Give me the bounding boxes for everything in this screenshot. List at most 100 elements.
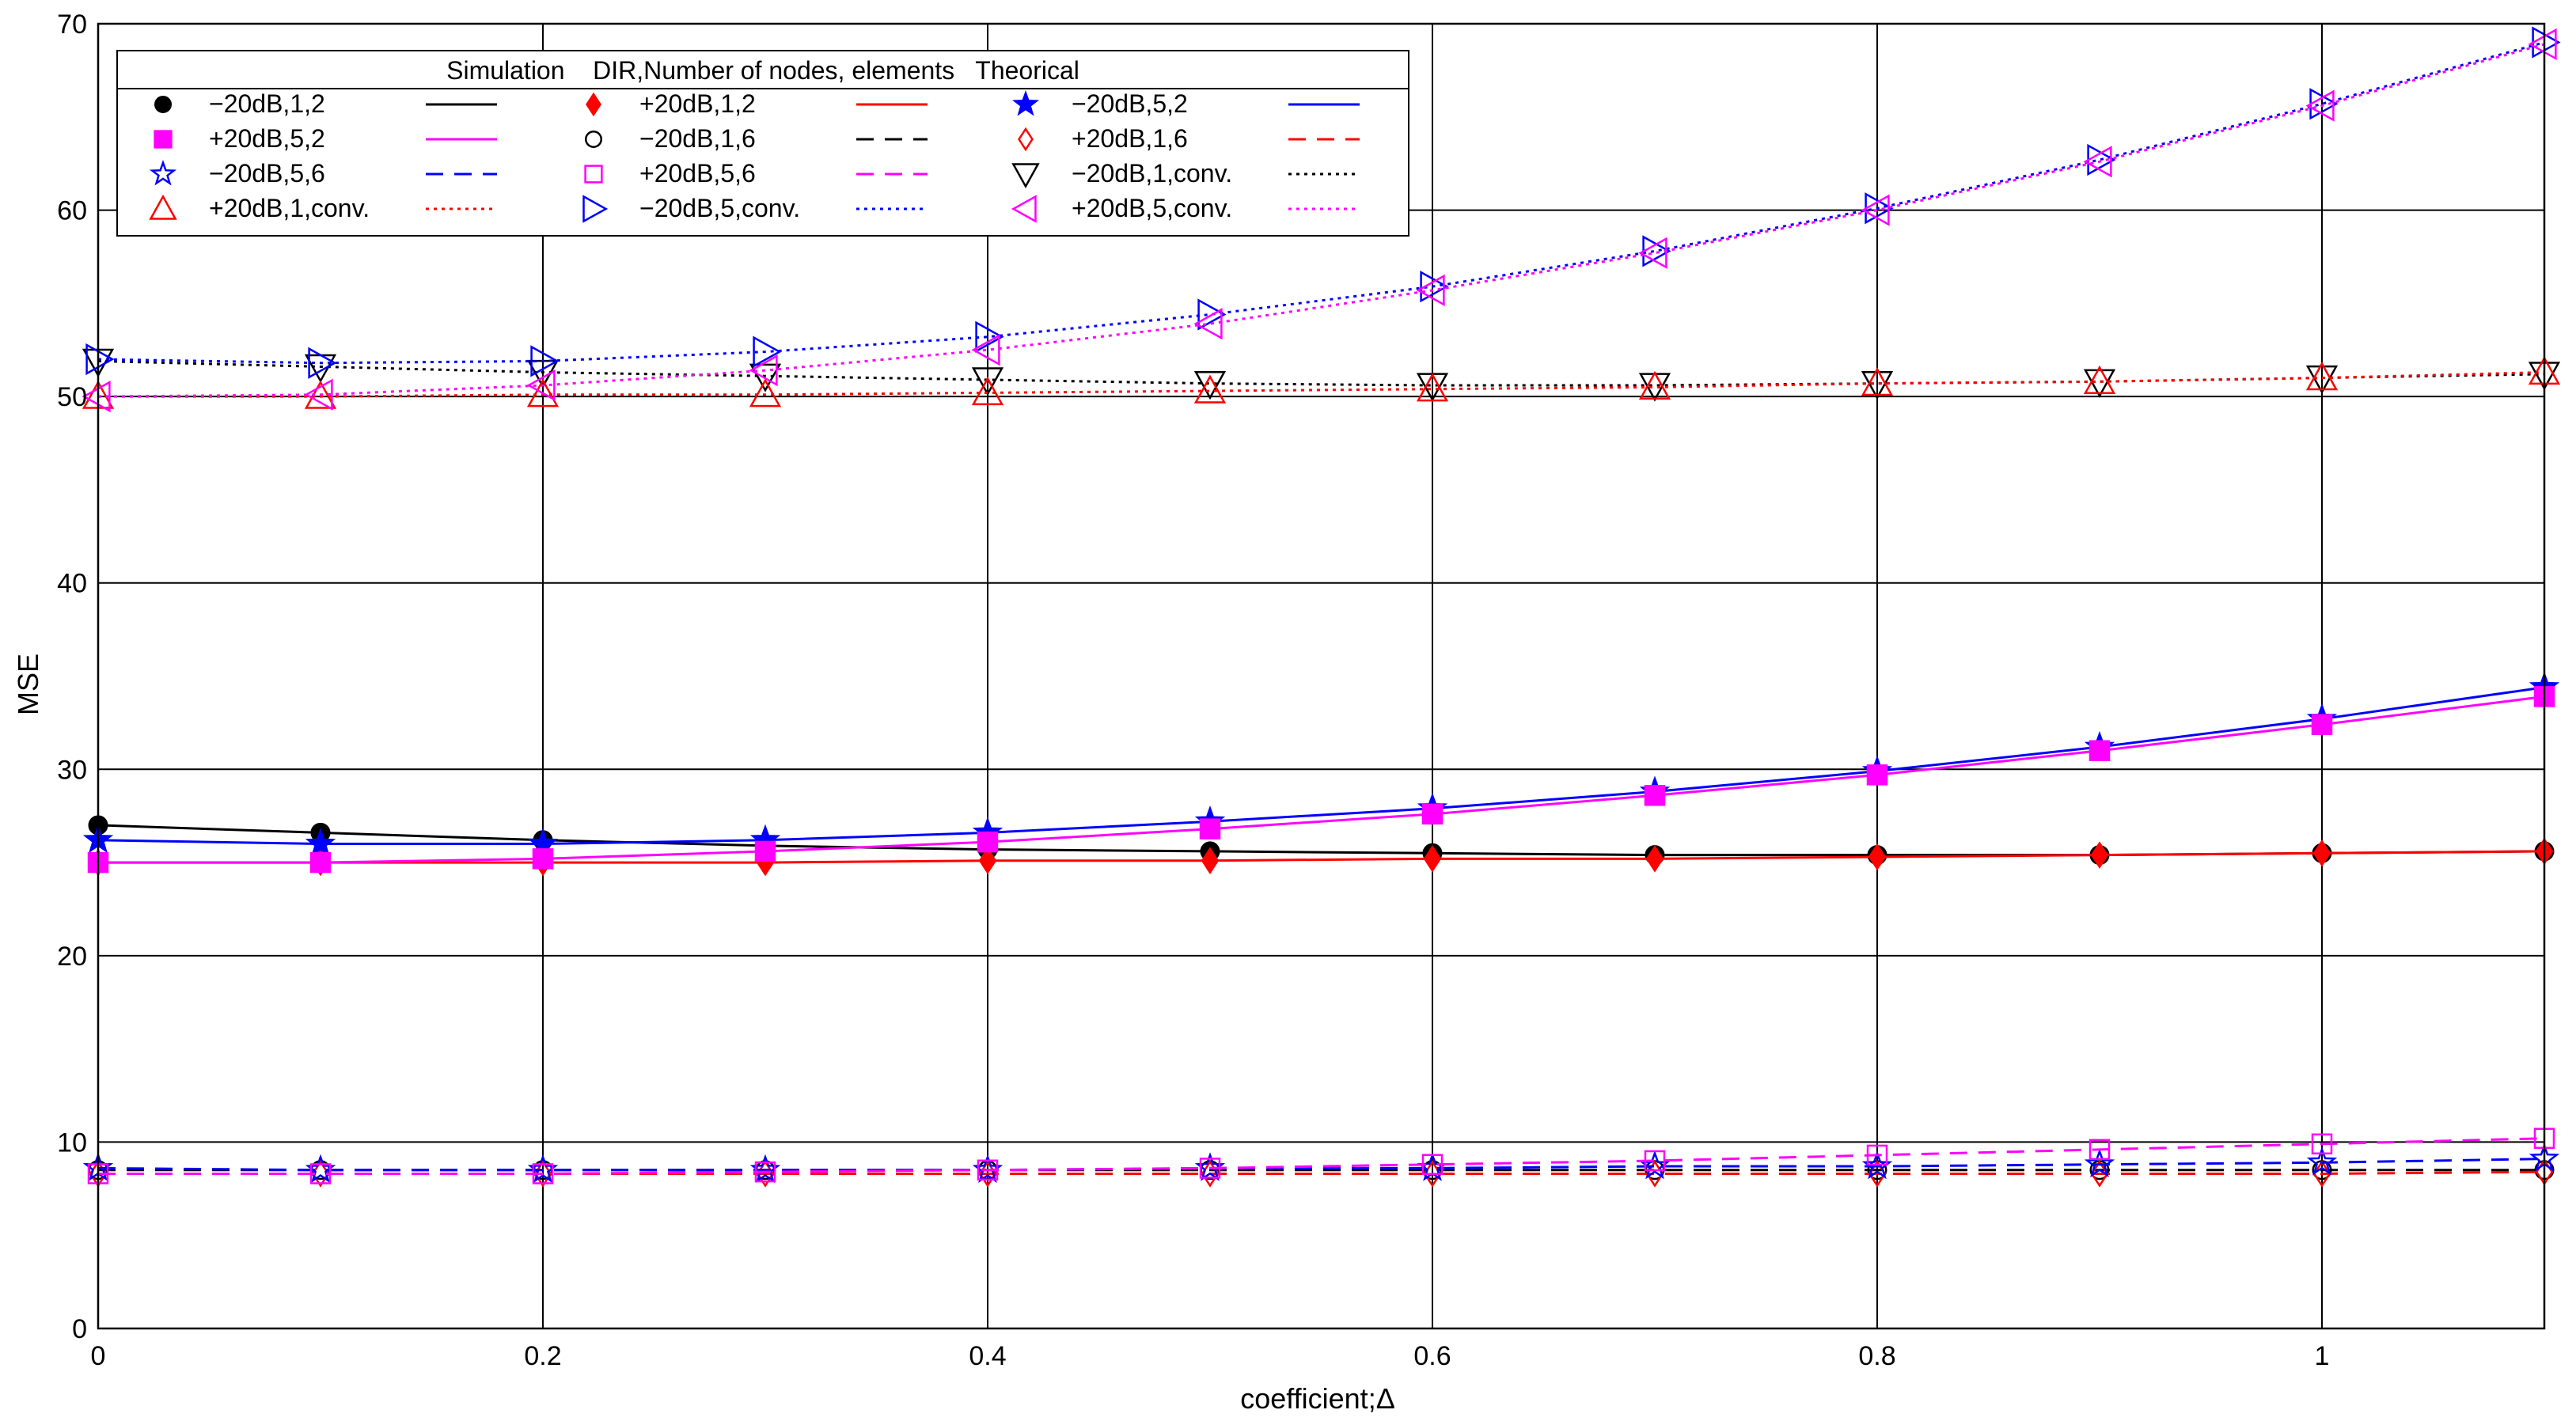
series-12-sim-point [1416,274,1445,306]
x-axis-label: coefficient;Δ [1240,1382,1395,1415]
series-11-sim-point [1197,298,1227,331]
series-11-sim-point [85,343,115,376]
x-tick-label: 0 [91,1341,106,1371]
series-10-sim-point [526,378,560,407]
series-2-sim-point [1645,845,1664,873]
legend-item: −20dB,5,2 [1011,89,1360,118]
x-tick-label: 0.6 [1413,1341,1451,1371]
series-10-sim-point [749,378,782,407]
y-tick-label: 60 [57,196,87,226]
series-4-sim-point [977,831,999,853]
series-10-sim-point [2083,365,2116,394]
series-8-sim-point [2088,1139,2111,1161]
plot-frame [97,22,2546,1330]
series-2-sim-point [1868,843,1887,871]
legend-marker [1011,163,1040,189]
series-12-sim-point [526,369,556,402]
series-4-sim-point [1421,803,1444,825]
series-12-sim-point [1638,237,1667,269]
series-8-sim-point [977,1159,999,1181]
legend-item: −20dB,5,conv. [582,194,928,223]
series-12-sim-point [971,334,1000,366]
x-tick-label: 0.2 [524,1341,561,1371]
legend-item: +20dB,1,6 [1018,124,1360,153]
series-4 [87,686,2555,874]
legend-item: +20dB,5,2 [154,124,497,153]
legend-item: +20dB,5,conv. [1011,194,1360,223]
series-8-sim-point [1199,1158,1221,1179]
series-8-sim-point [1644,1150,1666,1172]
y-tick-label: 50 [57,382,87,412]
legend-item: −20dB,5,6 [149,159,497,188]
y-tick-label: 70 [57,9,87,40]
legend-label: +20dB,1,conv. [209,194,370,222]
legend-box [116,50,1409,237]
series-12-theory-line [97,43,2545,398]
series-9-sim-point [2083,369,2116,398]
series-12-sim-point [1861,194,1890,226]
legend-item: −20dB,1,6 [585,124,928,153]
legend: Simulation DIR,Number of nodes, elements… [116,50,1409,237]
legend-label: +20dB,1,2 [639,89,756,118]
y-tick-label: 0 [72,1314,87,1344]
series-3-sim-point [305,828,336,857]
legend-label: −20dB,5,6 [209,159,325,188]
series-12-sim-point [82,381,111,413]
series-10-sim-point [2305,362,2339,391]
y-tick-label: 20 [57,942,87,972]
series-6-sim-point [2312,1160,2331,1188]
y-tick-label: 10 [57,1127,87,1158]
legend-marker [154,130,173,149]
series-10 [82,355,2561,409]
series-6-sim-point [311,1160,330,1188]
legend-label: −20dB,5,conv. [639,194,800,222]
series-2-sim-point [2312,839,2331,867]
legend-item: −20dB,1,2 [154,89,497,118]
legend-label: +20dB,5,6 [639,159,756,188]
legend-marker [149,194,177,220]
legend-label: −20dB,5,2 [1072,89,1188,118]
series-12-sim-point [2528,28,2557,61]
x-tick-label: 1 [2315,1341,2330,1371]
series-8-sim-point [532,1163,554,1184]
series-10-sim-point [1193,374,1227,404]
series-2-sim-point [1423,845,1442,873]
legend-label: −20dB,1,6 [639,124,756,153]
series-9-sim-point [971,367,1004,396]
series-4-sim-point [309,851,332,874]
series-2-theory-line [98,850,2545,864]
series-12-sim-point [2083,146,2112,178]
series-4-sim-point [1866,764,1888,786]
series-4-sim-point [1644,785,1666,806]
series-8-sim-point [1421,1154,1444,1175]
series-9-sim-point [1861,371,1894,400]
legend-marker [582,195,609,223]
series-10-sim-point [1638,370,1671,400]
series-8-sim-point [754,1161,776,1183]
series-7-sim-point [2306,1146,2338,1176]
series-8-theory-line [98,1137,2545,1175]
legend-marker [585,131,602,148]
series-12-sim-point [304,378,333,411]
plot-area [82,26,2561,1188]
legend-label: +20dB,5,conv. [1072,194,1232,222]
series-4-sim-point [2088,740,2111,761]
series-4-sim-point [532,848,554,870]
legend-item: +20dB,1,conv. [149,194,497,222]
legend-label: −20dB,1,2 [209,89,325,118]
legend-marker [586,92,601,117]
legend-marker [154,96,172,113]
series-4-theory-line [98,695,2545,864]
series-7-theory-line [97,1158,2545,1172]
series-4-sim-point [1199,818,1221,839]
series-11-sim-point [975,320,1004,353]
x-tick-label: 0.8 [1858,1341,1895,1371]
y-tick-label: 40 [57,569,87,599]
series-8-sim-point [2311,1133,2333,1155]
y-axis-label: MSE [12,654,44,715]
legend-marker [149,160,177,186]
legend-item: −20dB,1,conv. [1011,159,1360,189]
series-12 [82,28,2557,413]
